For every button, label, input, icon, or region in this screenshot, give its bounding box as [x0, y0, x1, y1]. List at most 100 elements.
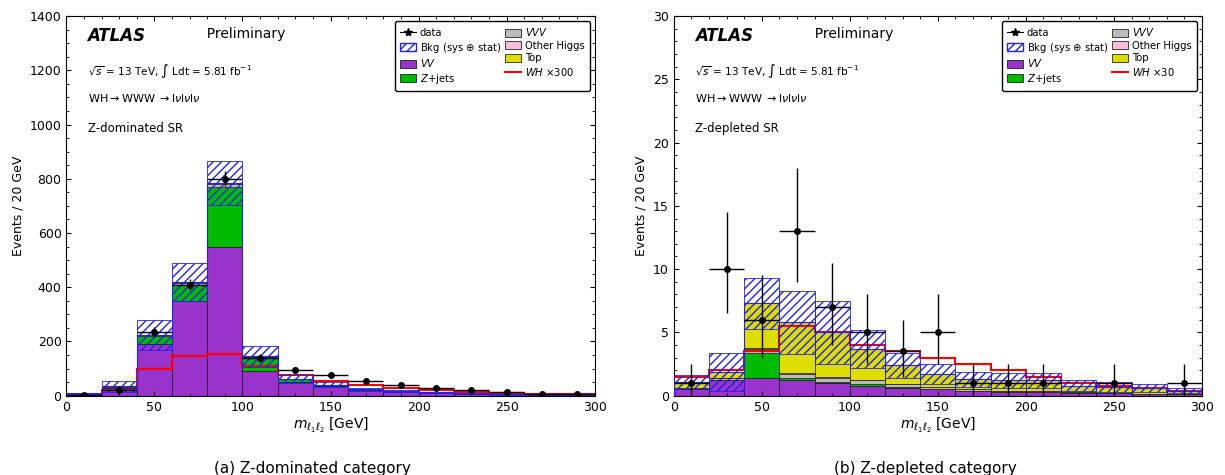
Bar	[1025, 390, 1061, 392]
Bar	[884, 365, 920, 384]
Text: ATLAS: ATLAS	[695, 28, 753, 46]
Bar	[815, 332, 850, 377]
Bar	[709, 378, 744, 380]
Bar	[920, 374, 956, 387]
Bar	[956, 379, 991, 389]
Bar	[137, 320, 172, 350]
Bar	[102, 387, 137, 388]
Bar	[312, 385, 348, 386]
Bar	[1025, 392, 1061, 396]
Bar	[709, 371, 744, 378]
Y-axis label: Events / 20 GeV: Events / 20 GeV	[635, 156, 647, 256]
Bar	[137, 344, 172, 396]
Bar	[66, 393, 102, 396]
Bar	[207, 247, 243, 396]
Bar	[207, 184, 243, 187]
Bar	[1166, 390, 1202, 394]
Bar	[348, 388, 383, 391]
Bar	[956, 390, 991, 396]
Bar	[243, 358, 278, 371]
Bar	[312, 386, 348, 396]
Bar	[524, 394, 560, 395]
Bar	[278, 382, 312, 396]
Bar	[1096, 393, 1132, 396]
Bar	[172, 301, 207, 396]
Bar	[850, 349, 884, 380]
Bar	[243, 345, 278, 367]
Text: Z-dominated SR: Z-dominated SR	[87, 123, 183, 135]
X-axis label: $m_{\ell_1\ell_2}$ [GeV]: $m_{\ell_1\ell_2}$ [GeV]	[293, 416, 369, 436]
Bar	[278, 374, 312, 383]
Bar	[815, 378, 850, 382]
Bar	[920, 387, 956, 390]
Bar	[674, 390, 709, 396]
Bar	[102, 388, 137, 396]
Bar	[172, 263, 207, 301]
Bar	[383, 391, 419, 396]
Bar	[1061, 392, 1096, 393]
Bar	[674, 382, 709, 388]
Bar	[137, 335, 172, 336]
Bar	[991, 373, 1025, 388]
Bar	[312, 382, 348, 387]
Bar	[884, 384, 920, 387]
Bar	[66, 394, 102, 396]
Bar	[991, 392, 1025, 396]
Bar	[674, 388, 709, 390]
Bar	[744, 304, 779, 348]
Bar	[956, 371, 991, 387]
Bar	[850, 380, 884, 384]
Bar	[744, 348, 779, 349]
Bar	[278, 380, 312, 382]
Bar	[102, 381, 137, 392]
Bar	[991, 390, 1025, 392]
Bar	[779, 291, 815, 354]
Bar	[744, 278, 779, 329]
Bar	[1132, 394, 1166, 396]
Bar	[207, 187, 243, 247]
Bar	[137, 336, 172, 344]
Text: WH$\rightarrow$WWW $\rightarrow$l$\nu$l$\nu$l$\nu$: WH$\rightarrow$WWW $\rightarrow$l$\nu$l$…	[87, 92, 201, 104]
Text: Preliminary: Preliminary	[806, 28, 893, 41]
Bar	[744, 378, 779, 396]
Bar	[453, 393, 489, 394]
Bar	[207, 161, 243, 205]
Bar	[489, 394, 524, 396]
Text: ATLAS: ATLAS	[87, 28, 146, 46]
Bar	[1132, 384, 1166, 392]
Text: $\sqrt{s}$ = 13 TeV, $\int$ Ldt = 5.81 fb$^{-1}$: $\sqrt{s}$ = 13 TeV, $\int$ Ldt = 5.81 f…	[87, 62, 251, 80]
Bar	[419, 391, 453, 393]
Bar	[850, 330, 884, 368]
Bar	[709, 380, 744, 396]
Legend: data, Bkg (sys $\oplus$ stat), $VV$, $Z$+jets, $VVV$, Other Higgs, Top, $WH$ $\t: data, Bkg (sys $\oplus$ stat), $VV$, $Z$…	[394, 21, 589, 91]
Bar	[524, 395, 560, 396]
Bar	[207, 183, 243, 184]
Bar	[674, 375, 709, 388]
Bar	[489, 394, 524, 395]
Bar	[560, 395, 594, 396]
Bar	[1096, 382, 1132, 392]
Bar	[850, 386, 884, 396]
Bar	[172, 285, 207, 301]
Bar	[1025, 380, 1061, 390]
Text: $\sqrt{s}$ = 13 TeV, $\int$ Ldt = 5.81 fb$^{-1}$: $\sqrt{s}$ = 13 TeV, $\int$ Ldt = 5.81 f…	[695, 62, 859, 80]
Bar	[779, 378, 815, 380]
Bar	[779, 323, 815, 373]
Bar	[744, 349, 779, 352]
Bar	[884, 387, 920, 388]
Bar	[779, 374, 815, 378]
Bar	[1096, 387, 1132, 393]
Bar	[779, 380, 815, 396]
Bar	[884, 388, 920, 396]
Bar	[243, 371, 278, 396]
Bar	[1166, 388, 1202, 393]
Bar	[1061, 393, 1096, 396]
Text: Z-depleted SR: Z-depleted SR	[695, 123, 779, 135]
Bar	[383, 390, 419, 392]
Bar	[243, 357, 278, 358]
Bar	[1166, 394, 1202, 396]
Bar	[419, 393, 453, 396]
X-axis label: $m_{\ell_1\ell_2}$ [GeV]: $m_{\ell_1\ell_2}$ [GeV]	[900, 416, 976, 436]
Bar	[815, 377, 850, 378]
Bar	[815, 383, 850, 396]
